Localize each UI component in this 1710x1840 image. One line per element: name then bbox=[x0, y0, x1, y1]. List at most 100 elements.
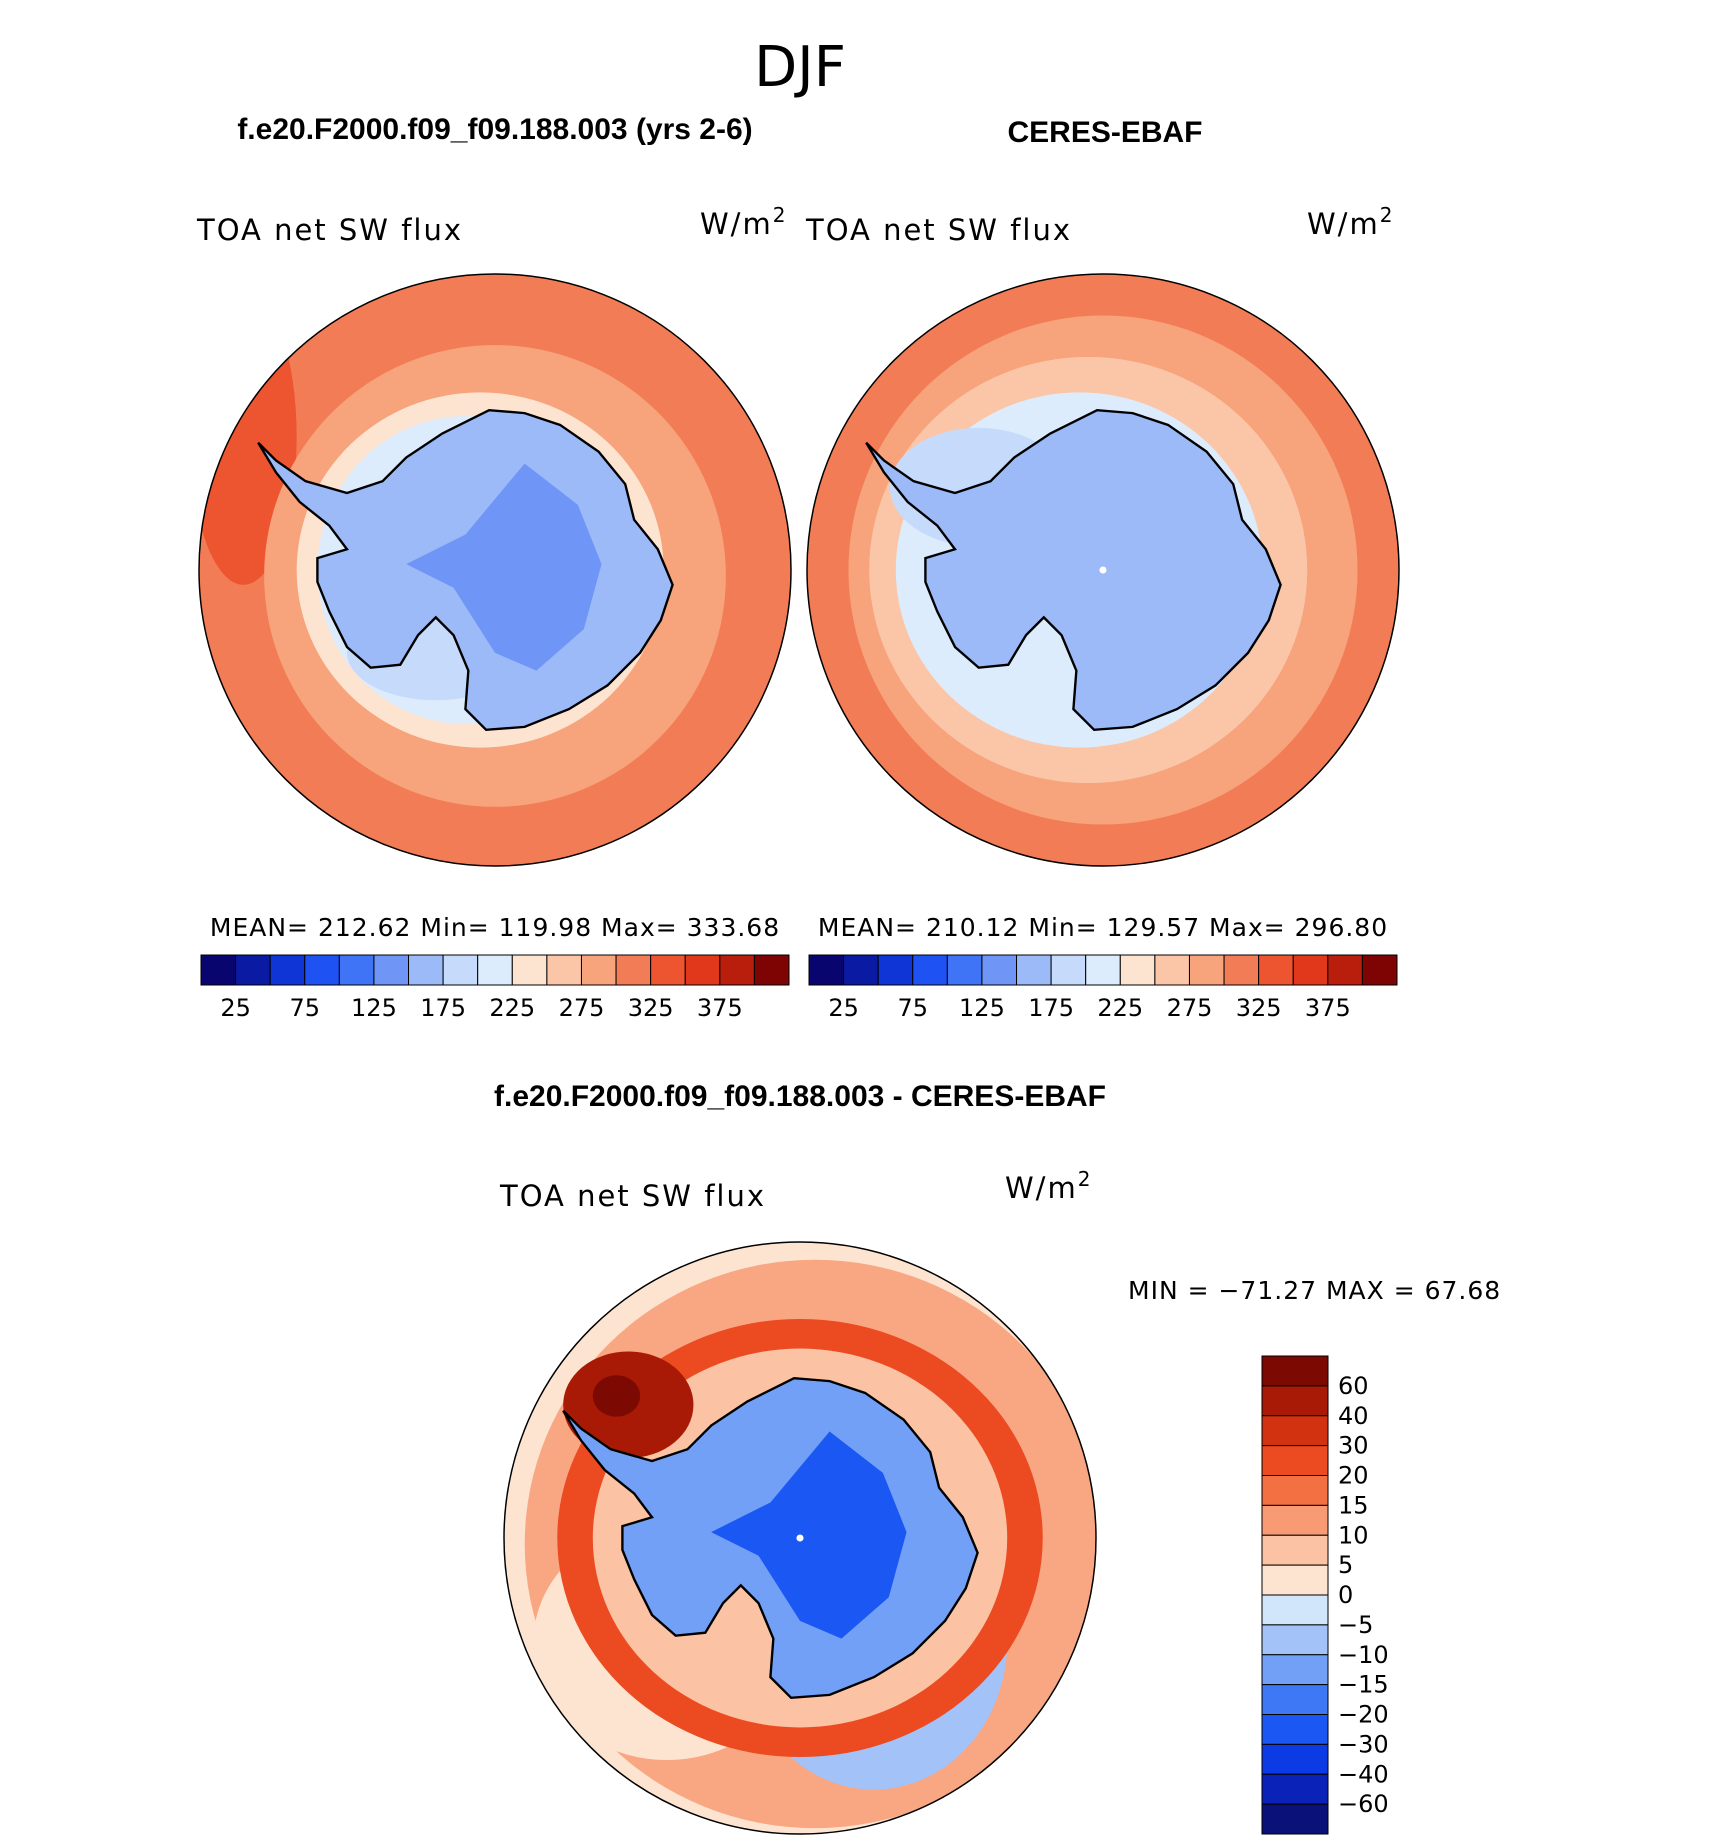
colorbar-swatch bbox=[580, 954, 617, 986]
map-frame bbox=[806, 273, 1400, 867]
colorbar-swatch bbox=[1261, 1594, 1329, 1626]
colorbar: 25 75 125 175 225 275 325 375 bbox=[200, 954, 790, 1022]
colorbar-swatch bbox=[304, 954, 340, 986]
colorbar-swatch bbox=[1261, 1415, 1329, 1447]
colorbar-tick-label: 325 bbox=[628, 994, 674, 1022]
colorbar: 25 75 125 175 225 275 325 375 bbox=[808, 954, 1398, 1022]
colorbar-tick-label: 275 bbox=[1167, 994, 1213, 1022]
colorbar-swatch bbox=[1261, 1504, 1329, 1536]
model-panel-title: f.e20.F2000.f09_f09.188.003 (yrs 2-6) bbox=[237, 113, 752, 146]
colorbar-swatch bbox=[1223, 954, 1260, 986]
colorbar-swatch bbox=[269, 954, 306, 986]
colorbar-swatch bbox=[1261, 1714, 1329, 1745]
colorbar-tick-label: 225 bbox=[489, 994, 535, 1022]
colorbar-swatch bbox=[719, 954, 755, 986]
units-text: W/m bbox=[1005, 1171, 1078, 1205]
colorbar-tick-label: 125 bbox=[959, 994, 1005, 1022]
colorbar-swatch bbox=[338, 954, 375, 986]
colorbar-swatch bbox=[1261, 1684, 1329, 1715]
colorbar-swatch bbox=[1261, 1475, 1329, 1506]
map-field bbox=[199, 274, 791, 866]
colorbar-swatch bbox=[511, 954, 548, 986]
units-text: W/m bbox=[700, 207, 773, 241]
units-superscript: 2 bbox=[1078, 1167, 1093, 1191]
model-panel: TOA net SW flux W/m2 MEAN= 212.62 Min= 119… bbox=[190, 203, 791, 1022]
obs-panel: TOA net SW flux W/m2 MEAN= 210.12 Min= 129… bbox=[805, 203, 1399, 1022]
diff-panel: TOA net SW flux W/m2 MIN = −71.27 MAX = 67… bbox=[499, 1167, 1501, 1835]
colorbar-tick-label: 375 bbox=[697, 994, 743, 1022]
colorbar-tick-label: −60 bbox=[1338, 1790, 1389, 1818]
units-label: W/m2 bbox=[1307, 203, 1394, 241]
units-label: W/m2 bbox=[700, 203, 787, 241]
colorbar-tick-label: 175 bbox=[1028, 994, 1074, 1022]
colorbar-tick-label: 25 bbox=[220, 994, 251, 1022]
colorbar-tick-label: −30 bbox=[1338, 1730, 1389, 1758]
map bbox=[807, 274, 1399, 866]
colorbar-swatch bbox=[477, 954, 513, 986]
diff-panel-title: f.e20.F2000.f09_f09.188.003 - CERES-EBAF bbox=[494, 1080, 1106, 1113]
colorbar-swatch bbox=[373, 954, 410, 986]
colorbar-swatch bbox=[1292, 954, 1329, 986]
colorbar-tick-label: 10 bbox=[1338, 1521, 1369, 1549]
colorbar-tick-label: −5 bbox=[1338, 1611, 1373, 1639]
pole-point bbox=[1099, 566, 1107, 574]
colorbar-swatch bbox=[1261, 1743, 1329, 1775]
colorbar-tick-label: 0 bbox=[1338, 1581, 1353, 1609]
colorbar-swatch bbox=[615, 954, 652, 986]
colorbar-tick-label: 60 bbox=[1338, 1372, 1369, 1400]
colorbar-tick-label: 5 bbox=[1338, 1551, 1353, 1579]
colorbar-swatch bbox=[843, 954, 879, 986]
colorbar-swatch bbox=[1261, 1654, 1329, 1686]
stats-label: MEAN= 212.62 Min= 119.98 Max= 333.68 bbox=[210, 913, 780, 942]
colorbar-swatch bbox=[808, 954, 845, 986]
map bbox=[504, 1242, 1105, 1834]
units-text: W/m bbox=[1307, 207, 1380, 241]
colorbar-swatch bbox=[1261, 1385, 1329, 1417]
variable-label: TOA net SW flux bbox=[805, 213, 1072, 247]
colorbar-swatch bbox=[1261, 1624, 1329, 1656]
colorbar-tick-label: 225 bbox=[1097, 994, 1143, 1022]
colorbar-swatch bbox=[1261, 1534, 1329, 1566]
colorbar-swatch bbox=[912, 954, 948, 986]
colorbar-swatch bbox=[1016, 954, 1052, 986]
colorbar-swatch bbox=[1261, 1773, 1329, 1805]
colorbar-swatch bbox=[442, 954, 479, 986]
colorbar-tick-label: 40 bbox=[1338, 1402, 1369, 1430]
colorbar-tick-label: 15 bbox=[1338, 1491, 1369, 1519]
colorbar-swatch bbox=[1261, 1445, 1329, 1476]
range-label: MIN = −71.27 MAX = 67.68 bbox=[1128, 1276, 1501, 1305]
colorbar-swatch bbox=[946, 954, 983, 986]
colorbar-tick-label: 20 bbox=[1338, 1462, 1369, 1490]
colorbar-swatch bbox=[1050, 954, 1087, 986]
variable-label: TOA net SW flux bbox=[196, 213, 463, 247]
map-frame bbox=[198, 273, 792, 867]
obs-panel-title: CERES-EBAF bbox=[1007, 116, 1202, 149]
colorbar-tick-label: 175 bbox=[420, 994, 466, 1022]
units-superscript: 2 bbox=[773, 203, 788, 227]
colorbar-tick-label: 30 bbox=[1338, 1432, 1369, 1460]
colorbar-tick-label: −20 bbox=[1338, 1701, 1389, 1729]
colorbar-swatch bbox=[1154, 954, 1190, 986]
colorbar-swatch bbox=[1261, 1803, 1329, 1835]
colorbar-swatch bbox=[650, 954, 686, 986]
map-field bbox=[504, 1242, 1096, 1834]
map bbox=[190, 274, 791, 866]
map-frame bbox=[503, 1241, 1097, 1835]
colorbar-swatch bbox=[408, 954, 444, 986]
stats-label: MEAN= 210.12 Min= 129.57 Max= 296.80 bbox=[818, 913, 1388, 942]
colorbar-swatch bbox=[1261, 1355, 1329, 1387]
colorbar-swatch bbox=[981, 954, 1018, 986]
map-field bbox=[807, 274, 1399, 866]
colorbar-tick-label: 75 bbox=[289, 994, 320, 1022]
colorbar-tick-label: 125 bbox=[351, 994, 397, 1022]
season-title: DJF bbox=[754, 35, 846, 100]
colorbar-swatch bbox=[546, 954, 582, 986]
colorbar-swatch bbox=[1361, 954, 1398, 986]
colorbar-swatch bbox=[200, 954, 237, 986]
colorbar-tick-label: 375 bbox=[1305, 994, 1351, 1022]
colorbar-swatch bbox=[753, 954, 790, 986]
colorbar-tick-label: −40 bbox=[1338, 1760, 1389, 1788]
colorbar-tick-label: −15 bbox=[1338, 1671, 1389, 1699]
